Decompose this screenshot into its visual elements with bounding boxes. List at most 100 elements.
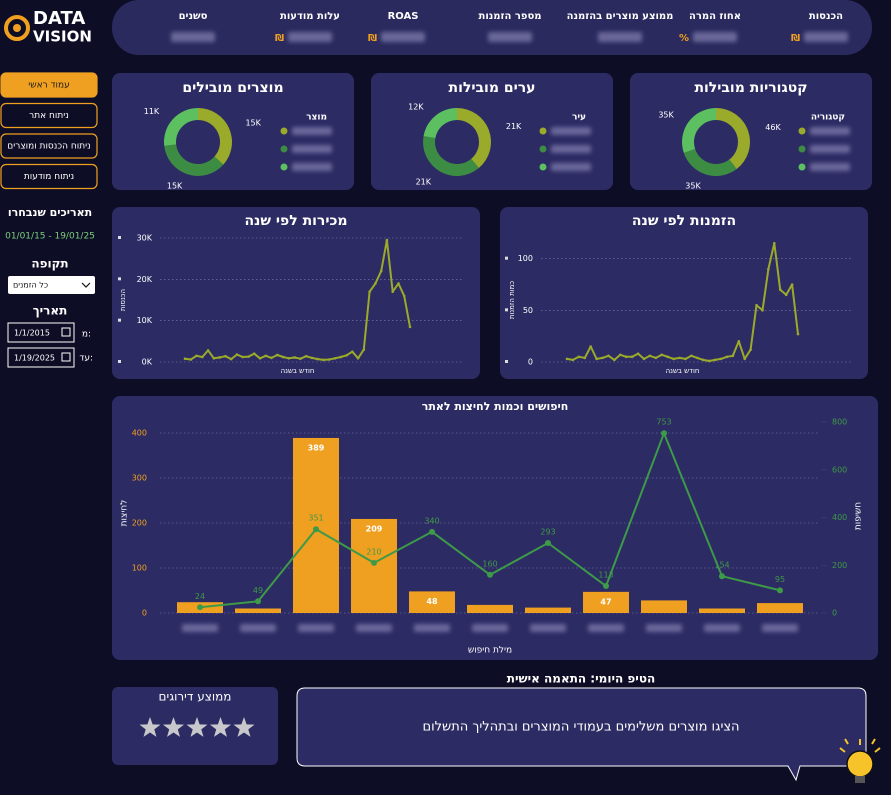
data-point: [371, 559, 377, 566]
lightbulb-icon[interactable]: [839, 738, 881, 783]
nav-label: עמוד ראשי: [28, 81, 69, 91]
legend-marker: [798, 145, 806, 153]
data-point: [258, 356, 262, 360]
data-point: [777, 587, 783, 594]
blurred-text: [588, 624, 624, 632]
chart-title: הזמנות לפי שנה: [632, 213, 736, 229]
tick-marker: [118, 318, 121, 322]
nav-button[interactable]: [0, 102, 98, 129]
data-point: [719, 573, 725, 580]
nav-button[interactable]: [0, 163, 98, 190]
data-point: [408, 325, 412, 329]
y-tick-label: 10K: [137, 316, 153, 325]
point-label: 210: [366, 547, 381, 556]
to-input[interactable]: [7, 347, 75, 368]
y-axis-label: הכנסות: [119, 289, 127, 311]
x-axis-label: חודש בשנה: [281, 367, 315, 375]
nav-label: ניתוח מודעות: [24, 172, 74, 182]
data-point: [374, 282, 377, 285]
data-point: [678, 356, 681, 360]
bar: [641, 600, 687, 613]
data-point: [545, 540, 551, 547]
data-point: [778, 288, 782, 291]
data-point: [255, 598, 261, 605]
data-point: [212, 356, 216, 360]
data-point: [672, 357, 675, 361]
data-point: [661, 430, 667, 437]
data-point: [630, 355, 634, 359]
pie-slice: [423, 136, 479, 176]
chart-card: [112, 207, 480, 379]
blurred-text: [381, 32, 425, 42]
rating-title: ממוצע דירוגים: [159, 690, 232, 704]
tip-bubble: [296, 687, 867, 782]
bulb-rays: [839, 738, 881, 753]
data-point: [218, 356, 221, 359]
data-line: [184, 239, 411, 361]
slice-label: 21K: [416, 177, 432, 186]
logo: DATA VISION: [4, 8, 92, 46]
data-point: [345, 354, 348, 357]
period-value: כל הזמנים: [13, 281, 48, 290]
from-input[interactable]: [7, 322, 75, 343]
nav-button[interactable]: [0, 133, 98, 159]
slice-label: 46K: [765, 123, 781, 132]
date-title: תאריך: [33, 304, 68, 318]
logo-ring: [4, 15, 30, 41]
blurred-text: [414, 624, 450, 632]
y-tick-label: 0: [528, 358, 533, 367]
data-point: [666, 355, 669, 359]
data-point: [304, 354, 308, 358]
y-axis-label: לחיצות: [120, 500, 130, 527]
select-chevron: [81, 282, 91, 288]
bar-label: 209: [366, 524, 383, 533]
from-label: מ:: [82, 330, 91, 340]
kpi-label: עלות מודעות: [280, 11, 340, 22]
data-point: [761, 309, 764, 312]
data-point: [619, 353, 622, 357]
chart-title: ערים מובילות: [449, 80, 536, 96]
point-label: 340: [424, 516, 439, 525]
data-point: [224, 354, 227, 358]
pie-slice: [716, 108, 751, 170]
data-point: [270, 356, 273, 360]
kpi-unit: ₪: [275, 33, 284, 44]
nav-button[interactable]: [0, 72, 98, 98]
tick-marker: [118, 277, 121, 281]
legend-marker: [539, 145, 547, 153]
y-tick-label: 100: [518, 254, 533, 263]
data-point: [235, 353, 239, 356]
data-point: [333, 356, 337, 360]
period-title: תקופה: [31, 257, 68, 271]
blurred-text: [292, 145, 332, 153]
data-point: [684, 357, 687, 361]
kpi-label: ROAS: [388, 11, 419, 22]
bar: [293, 437, 339, 613]
data-point: [749, 348, 752, 351]
kpi-label: סשנים: [179, 11, 208, 22]
tip-title: הטיפ היומי: התאמה אישית: [507, 672, 655, 686]
point-label: 113: [598, 571, 613, 580]
tick-marker: [505, 256, 508, 260]
y-tick-label: 0: [142, 609, 147, 618]
bar: [583, 591, 629, 613]
bar: [699, 608, 745, 613]
data-point: [313, 526, 319, 533]
blurred-text: [551, 163, 591, 171]
chart-title: חיפושים וכמות לחיצות לאתר: [422, 400, 569, 413]
data-point: [603, 583, 609, 590]
kpi-unit: %: [679, 33, 689, 44]
blurred-text: [171, 32, 215, 42]
data-point: [201, 355, 204, 359]
period-select[interactable]: [8, 276, 95, 294]
blurred-text: [182, 624, 218, 632]
data-point: [713, 358, 717, 362]
bar-label: 47: [600, 597, 611, 606]
data-point: [648, 354, 652, 358]
blurred-text: [288, 32, 332, 42]
blurred-text: [598, 32, 642, 42]
slice-label: 12K: [408, 102, 424, 111]
star: [163, 717, 184, 737]
